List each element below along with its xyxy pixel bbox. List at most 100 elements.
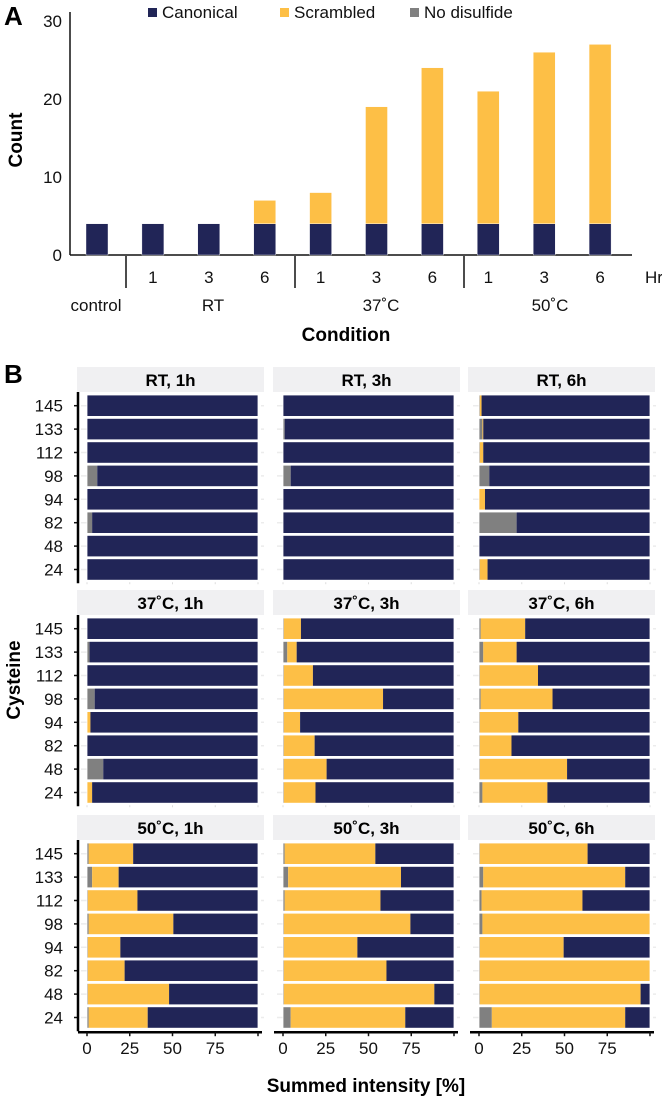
facet-strip bbox=[273, 815, 460, 840]
bar-canonical bbox=[483, 441, 650, 464]
facet-title: RT, 3h bbox=[341, 371, 391, 390]
hour-tick-label: 1 bbox=[316, 268, 325, 287]
cysteine-tick-label: 133 bbox=[35, 868, 63, 887]
bar-outline bbox=[86, 1006, 259, 1029]
bar-outline bbox=[478, 842, 651, 865]
bar-no-disulfide bbox=[479, 465, 490, 487]
cysteine-tick-label: 94 bbox=[44, 713, 63, 732]
bar-outline bbox=[282, 889, 455, 912]
bar-scrambled bbox=[87, 983, 170, 1005]
bar-no-disulfide bbox=[283, 641, 288, 663]
bar-scrambled bbox=[290, 1006, 406, 1029]
bar-outline bbox=[282, 959, 455, 982]
facet-title: 50˚C, 3h bbox=[333, 819, 399, 838]
bar-scrambled bbox=[483, 641, 517, 663]
bar-outline bbox=[282, 983, 455, 1006]
legend-label: Scrambled bbox=[294, 3, 375, 22]
hour-tick-label: 6 bbox=[260, 268, 269, 287]
bar-no-disulfide bbox=[87, 889, 88, 912]
bar-canonical bbox=[173, 913, 258, 935]
bar-scrambled bbox=[283, 913, 411, 935]
bar-canonical bbox=[386, 960, 454, 982]
x-axis-title-b: Summed intensity [%] bbox=[267, 1076, 465, 1097]
cysteine-tick-label: 98 bbox=[44, 915, 63, 934]
panel-label-b: B bbox=[4, 359, 23, 389]
bar-canonical bbox=[640, 983, 650, 1005]
bar-outline bbox=[478, 488, 651, 511]
bar-no-disulfide bbox=[479, 781, 483, 804]
bar-no-disulfide bbox=[479, 866, 484, 888]
facet-strip bbox=[468, 590, 655, 615]
bar-scrambled bbox=[287, 641, 297, 663]
bar-canonical bbox=[421, 223, 444, 256]
bar-canonical bbox=[147, 1006, 258, 1029]
bar-canonical bbox=[124, 960, 259, 982]
bar-outline bbox=[282, 394, 455, 417]
bar-canonical bbox=[511, 735, 650, 757]
hour-tick-label: 3 bbox=[204, 268, 213, 287]
bar-outline bbox=[478, 781, 651, 804]
bar-canonical bbox=[283, 558, 454, 581]
bar-no-disulfide bbox=[283, 936, 284, 958]
bar-canonical bbox=[312, 664, 454, 687]
bar-canonical bbox=[290, 465, 454, 487]
bar-outline bbox=[282, 641, 455, 664]
bar-canonical bbox=[87, 488, 258, 510]
bar-scrambled bbox=[479, 983, 641, 1005]
x-tick-label: 75 bbox=[598, 1039, 617, 1058]
facet-strip bbox=[273, 367, 460, 392]
bar-outline bbox=[86, 781, 259, 804]
y-tick-label: 20 bbox=[43, 90, 62, 109]
bar-scrambled bbox=[283, 664, 313, 687]
hour-unit-label: Hr bbox=[645, 268, 662, 287]
bar-no-disulfide bbox=[479, 758, 480, 780]
bar-canonical bbox=[375, 843, 454, 865]
bar-outline bbox=[282, 558, 455, 581]
bar-canonical bbox=[525, 618, 650, 640]
cysteine-tick-label: 112 bbox=[36, 892, 63, 911]
cysteine-tick-label: 82 bbox=[44, 737, 63, 756]
cysteine-tick-label: 145 bbox=[35, 845, 63, 864]
bar-canonical bbox=[489, 465, 650, 487]
bar-scrambled bbox=[92, 866, 119, 888]
bar-canonical bbox=[87, 558, 258, 581]
bar-canonical bbox=[314, 735, 454, 757]
bar-canonical bbox=[533, 223, 556, 256]
bar-outline bbox=[478, 959, 651, 982]
bar-scrambled bbox=[283, 735, 315, 757]
bar-canonical bbox=[283, 441, 454, 464]
bar-outline bbox=[86, 936, 259, 959]
bar-canonical bbox=[383, 688, 454, 710]
bar-scrambled bbox=[283, 781, 316, 804]
bar-scrambled bbox=[88, 843, 134, 865]
cysteine-tick-label: 24 bbox=[44, 784, 63, 803]
bar-no-disulfide bbox=[87, 866, 93, 888]
x-tick-label: 0 bbox=[82, 1039, 91, 1058]
bar-outline bbox=[478, 1006, 651, 1029]
bar-outline bbox=[282, 758, 455, 781]
bar-no-disulfide bbox=[87, 641, 90, 663]
bar-scrambled bbox=[479, 395, 482, 417]
bar-outline bbox=[86, 464, 259, 488]
bar-outline bbox=[86, 417, 259, 441]
y-tick-label: 0 bbox=[53, 246, 62, 265]
bar-outline bbox=[86, 889, 259, 912]
bar-outline bbox=[86, 511, 259, 534]
bar-outline bbox=[282, 687, 455, 711]
legend-label: Canonical bbox=[162, 3, 238, 22]
facet-strip bbox=[77, 367, 264, 392]
bar-canonical bbox=[94, 688, 258, 710]
bar-scrambled bbox=[283, 711, 301, 733]
bar-canonical bbox=[516, 641, 650, 663]
bar-outline bbox=[282, 734, 455, 757]
bar-no-disulfide bbox=[283, 711, 284, 733]
bar-canonical bbox=[516, 512, 650, 534]
bar-outline bbox=[282, 866, 455, 889]
x-tick-label: 25 bbox=[512, 1039, 531, 1058]
bar-canonical bbox=[563, 936, 650, 958]
cysteine-tick-label: 133 bbox=[35, 420, 63, 439]
bar-outline bbox=[282, 781, 455, 804]
bar-canonical bbox=[169, 983, 258, 1005]
hour-tick-label: 6 bbox=[595, 268, 604, 287]
cysteine-tick-label: 145 bbox=[35, 397, 63, 416]
